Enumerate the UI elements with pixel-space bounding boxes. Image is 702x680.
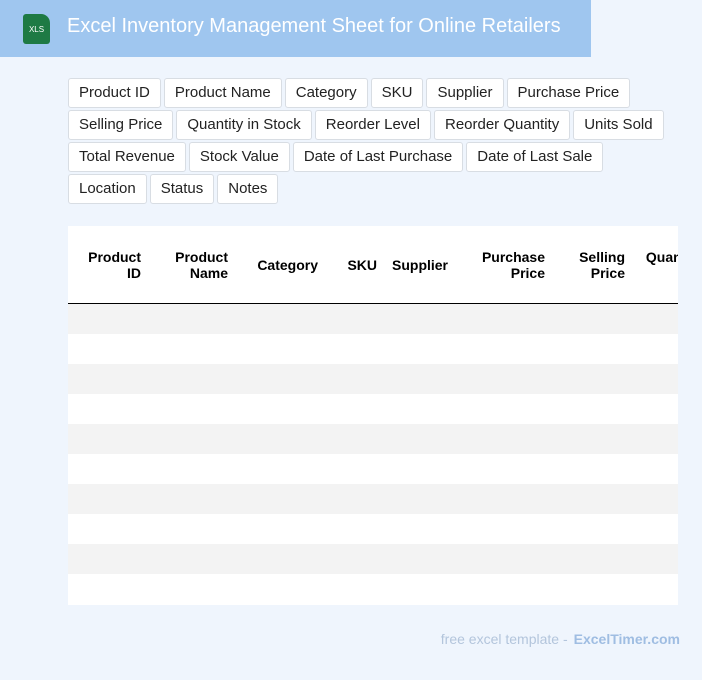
table-row <box>68 514 678 544</box>
tag[interactable]: Product Name <box>163 78 282 108</box>
file-icon: XLS <box>23 14 50 44</box>
footer: free excel template - ExcelTimer.com <box>441 631 680 647</box>
tag[interactable]: Stock Value <box>188 142 290 172</box>
tag[interactable]: Selling Price <box>68 110 174 140</box>
table-header: Product ID Product Name Category SKU Supplie… <box>68 226 678 304</box>
tag[interactable]: SKU <box>370 78 424 108</box>
column-header: Category <box>257 256 318 273</box>
tag[interactable]: Status <box>149 174 215 204</box>
table: Product ID Product Name Category SKU Supplie… <box>68 226 678 605</box>
table-row <box>68 304 678 334</box>
tag[interactable]: Reorder Level <box>314 110 431 140</box>
tag[interactable]: Supplier <box>426 78 504 108</box>
tag[interactable]: Reorder Quantity <box>433 110 571 140</box>
tag[interactable]: Location <box>68 174 147 204</box>
tag[interactable]: Date of Last Sale <box>466 142 604 172</box>
tag[interactable]: Category <box>284 78 368 108</box>
column-header: Product Name <box>175 248 228 281</box>
table-row <box>68 394 678 424</box>
footer-link[interactable]: ExcelTimer.com <box>573 631 680 647</box>
header-bar: XLS Excel Inventory Management Sheet for… <box>0 0 591 57</box>
table-row <box>68 454 678 484</box>
table-row <box>68 484 678 514</box>
tag[interactable]: Units Sold <box>573 110 664 140</box>
tag[interactable]: Quantity in Stock <box>176 110 312 140</box>
tag-list: Product ID Product Name Category SKU Supplie… <box>68 78 683 204</box>
tag[interactable]: Date of Last Purchase <box>292 142 464 172</box>
table-row <box>68 544 678 574</box>
column-header: Selling Price <box>579 248 625 281</box>
table-row <box>68 574 678 604</box>
column-header: Quantity in Stock <box>645 248 678 265</box>
tag[interactable]: Total Revenue <box>68 142 186 172</box>
table-body <box>68 304 678 604</box>
column-header: SKU <box>347 256 377 273</box>
column-header: Product ID <box>88 248 141 281</box>
tag[interactable]: Purchase Price <box>506 78 631 108</box>
footer-text: free excel template - <box>440 631 568 647</box>
tag[interactable]: Notes <box>217 174 279 204</box>
column-header: Purchase Price <box>481 248 545 281</box>
table-row <box>68 424 678 454</box>
tag[interactable]: Product ID <box>68 78 161 108</box>
page-title: Excel Inventory Management Sheet for Onl… <box>67 15 561 37</box>
table-row <box>68 364 678 394</box>
table-row <box>68 334 678 364</box>
column-header: Supplier <box>392 256 449 273</box>
